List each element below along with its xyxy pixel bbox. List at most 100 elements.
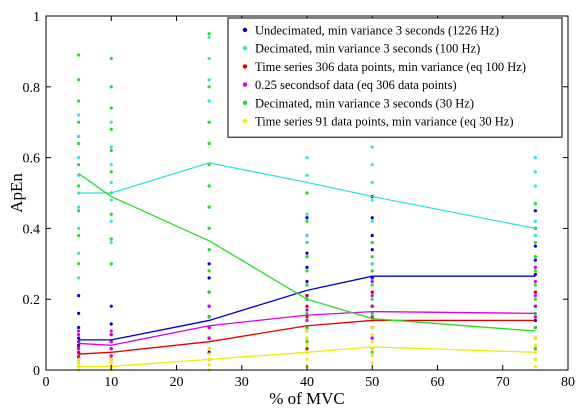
series-line-4 (78, 172, 536, 332)
x-tick-label-1: 10 (104, 375, 118, 390)
x-tick-label-3: 30 (235, 375, 249, 390)
scatter-point-s5-x3-4 (305, 336, 309, 340)
scatter-point-s1-x2-9 (207, 35, 211, 39)
scatter-point-s4-x1-9 (109, 56, 113, 61)
scatter-point-s4-x5-7 (533, 269, 537, 273)
legend-marker-4 (242, 100, 248, 106)
scatter-point-s4-x4-7 (370, 255, 374, 259)
scatter-point-s3-x5-5 (533, 279, 537, 284)
scatter-point-s3-x4-5 (370, 279, 374, 284)
legend-label-2: Time series 306 data points, min varianc… (255, 60, 526, 74)
scatter-point-s1-x5-4 (533, 184, 537, 188)
scatter-point-s1-x0-2 (77, 226, 81, 230)
scatter-point-s4-x4-3 (370, 311, 374, 315)
scatter-point-s0-x0-5 (77, 311, 81, 315)
scatter-point-s1-x4-3 (370, 198, 374, 202)
scatter-point-s1-x0-8 (77, 113, 81, 117)
scatter-point-s0-x3-7 (305, 216, 309, 220)
scatter-point-s4-x3-7 (305, 240, 309, 245)
scatter-point-s4-x2-10 (207, 85, 211, 89)
y-tick-label-3: 0.6 (23, 152, 41, 167)
scatter-point-s3-x1-3 (109, 333, 113, 337)
scatter-point-s3-x0-4 (77, 329, 81, 333)
scatter-point-s5-x4-0 (370, 361, 374, 365)
scatter-point-s0-x4-5 (370, 248, 374, 252)
scatter-point-s4-x0-2 (77, 209, 81, 213)
legend-box (227, 17, 563, 138)
scatter-point-s0-x3-4 (305, 265, 309, 269)
legend-marker-2 (242, 64, 248, 69)
x-axis-label: % of MVC (269, 389, 345, 408)
scatter-point-s5-x5-1 (533, 357, 537, 361)
scatter-point-s3-x5-6 (533, 265, 537, 269)
scatter-point-s1-x1-1 (109, 240, 113, 245)
scatter-point-s1-x1-6 (109, 145, 113, 149)
scatter-point-s0-x3-3 (305, 279, 309, 284)
legend-marker-5 (242, 118, 248, 124)
scatter-point-s4-x4-0 (370, 350, 374, 354)
scatter-point-s0-x1-4 (109, 322, 113, 326)
y-tick-label-5: 1 (33, 10, 40, 25)
scatter-point-s4-x3-8 (305, 219, 309, 223)
scatter-point-s3-x1-2 (109, 340, 113, 344)
scatter-point-s1-x0-6 (77, 156, 81, 160)
y-axis-label: ApEn (7, 173, 26, 213)
scatter-point-s0-x4-7 (370, 216, 374, 220)
scatter-point-s5-x4-4 (370, 333, 374, 337)
scatter-point-s4-x2-7 (207, 163, 211, 167)
scatter-point-s0-x5-3 (533, 272, 537, 277)
scatter-point-s1-x4-4 (370, 180, 374, 184)
scatter-point-s1-x4-5 (370, 163, 374, 167)
scatter-point-s4-x5-6 (533, 283, 537, 287)
scatter-point-s4-x0-0 (77, 262, 81, 266)
y-tick-label-4: 0.8 (23, 81, 41, 96)
scatter-point-s5-x0-2 (77, 361, 81, 365)
scatter-point-s4-x0-6 (77, 120, 81, 124)
series-line-0 (78, 275, 536, 341)
scatter-point-s4-x5-5 (533, 297, 537, 301)
scatter-point-s1-x1-7 (109, 120, 113, 124)
scatter-point-s2-x4-5 (370, 290, 374, 294)
scatter-point-s1-x0-3 (77, 205, 81, 209)
scatter-point-s4-x5-8 (533, 255, 537, 259)
scatter-point-s3-x4-3 (370, 304, 374, 308)
scatter-point-s4-x4-4 (370, 297, 374, 301)
scatter-point-s3-x2-1 (207, 336, 211, 340)
scatter-point-s1-x5-1 (533, 233, 537, 238)
scatter-point-s4-x1-5 (109, 148, 113, 153)
line-layer (78, 162, 536, 368)
scatter-point-s4-x2-9 (207, 120, 211, 124)
scatter-point-s3-x0-0 (77, 354, 81, 358)
x-tick-label-2: 20 (170, 375, 184, 390)
scatter-point-s0-x5-7 (533, 209, 537, 213)
scatter-point-s4-x5-1 (533, 347, 537, 351)
scatter-point-s4-x3-9 (305, 191, 309, 195)
y-tick-label-1: 0.2 (23, 293, 41, 308)
scatter-point-s5-x5-3 (533, 343, 537, 347)
scatter-point-s4-x0-3 (77, 184, 81, 188)
scatter-point-s1-x5-2 (533, 219, 537, 223)
scatter-point-s5-x4-3 (370, 340, 374, 344)
scatter-point-s4-x3-5 (305, 269, 309, 273)
scatter-point-s1-x2-6 (207, 99, 211, 103)
legend-marker-1 (242, 46, 248, 51)
x-tick-label-8: 80 (561, 375, 575, 390)
scatter-point-s1-x1-2 (109, 219, 113, 223)
scatter-point-s5-x1-2 (109, 361, 113, 365)
legend-label-1: Decimated, min variance 3 seconds (100 H… (255, 42, 480, 56)
scatter-point-s3-x1-0 (109, 354, 113, 358)
scatter-point-s1-x0-7 (77, 134, 81, 138)
scatter-point-s4-x1-1 (109, 237, 113, 241)
scatter-point-s2-x3-3 (305, 315, 309, 319)
scatter-point-s1-x0-0 (77, 276, 81, 280)
scatter-point-s3-x4-2 (370, 315, 374, 319)
scatter-point-s4-x1-6 (109, 127, 113, 131)
scatter-point-s4-x1-0 (109, 262, 113, 266)
scatter-point-s5-x2-4 (207, 347, 211, 351)
scatter-point-s4-x3-2 (305, 311, 309, 315)
scatter-point-s3-x0-1 (77, 347, 81, 351)
scatter-point-s1-x3-5 (305, 156, 309, 160)
legend: Undecimated, min variance 3 seconds (122… (227, 17, 563, 138)
scatter-point-s4-x0-1 (77, 233, 81, 238)
